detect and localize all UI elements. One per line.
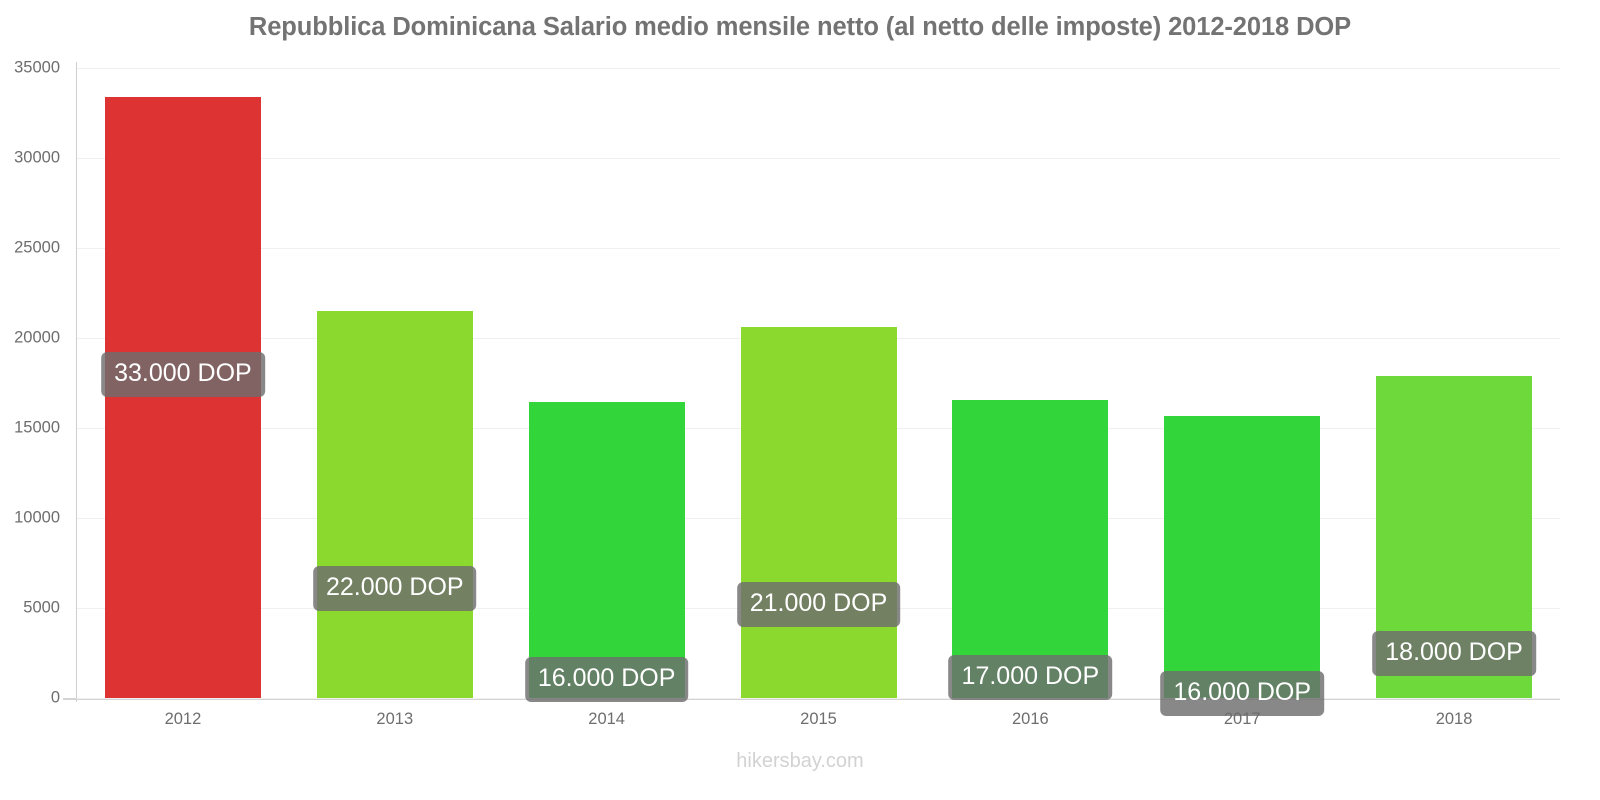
x-axis-tick-label: 2015 [800, 710, 837, 728]
x-axis-tick-label: 2012 [164, 710, 202, 728]
y-axis-line [76, 62, 77, 702]
gridline [77, 698, 1560, 699]
y-axis-tick-label: 0 [50, 688, 60, 707]
gridline [77, 158, 1560, 159]
y-axis-tick-label: 20000 [14, 328, 60, 347]
bar-2013[interactable] [316, 311, 473, 698]
y-axis-tick-label: 15000 [14, 418, 60, 437]
y-axis-tick-label: 10000 [14, 508, 60, 527]
gridline [77, 68, 1560, 69]
x-axis-tick-label: 2014 [588, 710, 625, 728]
y-axis-tick-label: 25000 [14, 238, 60, 257]
y-axis-tick-label: 5000 [23, 598, 60, 617]
x-axis-tick-labels: 2012 2013 2014 2015 2016 2017 2018 [77, 710, 1560, 740]
data-label-2012: 33.000 DOP [101, 351, 265, 397]
x-axis-tick-label: 2017 [1223, 710, 1261, 728]
x-axis-tick-label: 2018 [1435, 710, 1473, 728]
plot-area [77, 68, 1560, 699]
x-axis-tick-label: 2013 [376, 710, 414, 728]
y-axis-tick-labels: 0 5000 10000 15000 20000 25000 30000 35000 [0, 0, 70, 800]
chart-title: Repubblica Dominicana Salario medio mens… [248, 13, 1352, 41]
bar-2015[interactable] [740, 327, 897, 698]
data-label-2017: 16.000 DOP [1160, 671, 1324, 717]
data-label-2015: 21.000 DOP [736, 582, 901, 628]
y-axis-tick-label: 30000 [14, 148, 60, 167]
bar-2016[interactable] [952, 400, 1109, 698]
data-label-2018: 18.000 DOP [1372, 630, 1536, 676]
data-label-2013: 22.000 DOP [312, 566, 477, 611]
y-axis-tick-label: 35000 [14, 58, 60, 77]
bar-2012[interactable] [104, 96, 261, 698]
bar-2017[interactable] [1164, 416, 1321, 698]
gridline [77, 248, 1560, 249]
x-axis-tick-label: 2016 [1011, 710, 1049, 728]
source-watermark: hikersbay.com [736, 750, 864, 772]
x-axis-line [63, 698, 1560, 700]
data-label-2014: 16.000 DOP [524, 656, 689, 702]
bar-2014[interactable] [528, 401, 685, 698]
data-label-2016: 17.000 DOP [948, 655, 1113, 701]
